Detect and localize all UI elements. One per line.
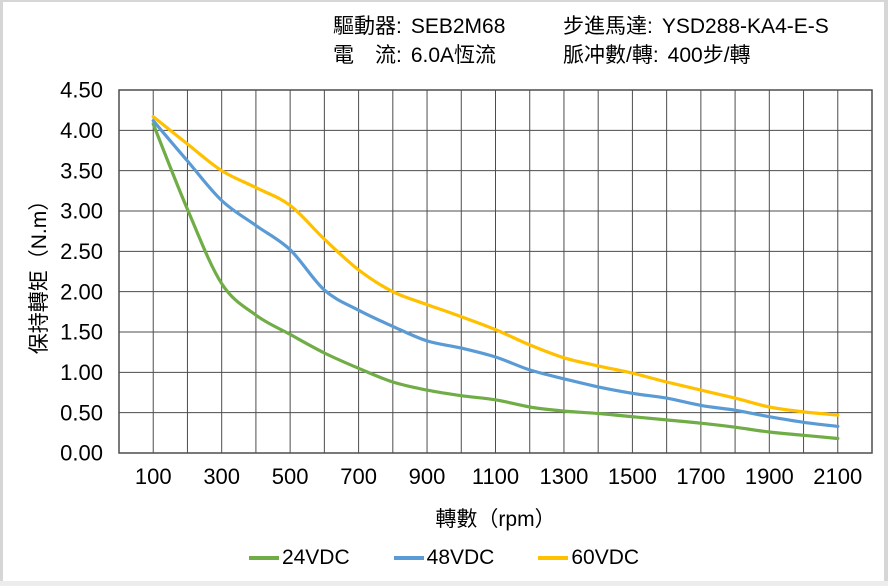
spec-column-motor: 步進馬達: YSD288-KA4-E-S 脈冲數/轉: 400步/轉	[563, 12, 829, 70]
pulses-label: 脈冲數/轉:	[563, 44, 659, 67]
legend-swatch-24vdc	[248, 556, 279, 560]
svg-text:4.00: 4.00	[60, 118, 103, 143]
svg-text:700: 700	[340, 464, 377, 489]
svg-text:1500: 1500	[608, 464, 657, 489]
svg-text:3.00: 3.00	[60, 199, 103, 224]
window-edge-right	[884, 0, 888, 586]
svg-text:1.00: 1.00	[60, 360, 103, 385]
legend-label-24vdc: 24VDC	[281, 546, 350, 569]
y-axis-title: 保持轉矩（N.m）	[28, 189, 51, 355]
window-edge-top	[0, 0, 888, 2]
legend-swatch-48vdc	[393, 556, 424, 560]
driver-label: 驅動器:	[333, 15, 402, 38]
svg-text:3.50: 3.50	[60, 158, 103, 183]
motor-value: YSD288-KA4-E-S	[661, 15, 829, 38]
legend-label-48vdc: 48VDC	[426, 546, 495, 569]
svg-text:1900: 1900	[745, 464, 794, 489]
legend-swatch-60vdc	[538, 556, 569, 560]
svg-text:1100: 1100	[472, 464, 519, 489]
current-value: 6.0A恆流	[410, 44, 497, 67]
svg-text:4.50: 4.50	[60, 78, 103, 103]
pulses-value: 400步/轉	[667, 44, 751, 67]
motor-row: 步進馬達: YSD288-KA4-E-S	[563, 12, 829, 41]
legend-item-60vdc: 60VDC	[538, 546, 639, 570]
svg-text:1.50: 1.50	[60, 320, 103, 345]
driver-value: SEB2M68	[410, 15, 506, 38]
current-label: 電 流:	[333, 44, 402, 67]
svg-text:2100: 2100	[813, 464, 862, 489]
current-row: 電 流: 6.0A恆流	[333, 41, 505, 70]
svg-text:2.50: 2.50	[60, 239, 103, 264]
spec-column-driver: 驅動器: SEB2M68 電 流: 6.0A恆流	[333, 12, 505, 70]
svg-text:0.00: 0.00	[60, 441, 103, 466]
window-edge-bottom	[0, 581, 888, 586]
legend-item-48vdc: 48VDC	[393, 546, 495, 570]
svg-text:300: 300	[203, 464, 240, 489]
svg-text:0.50: 0.50	[60, 400, 103, 425]
motor-label: 步進馬達:	[563, 15, 653, 38]
svg-text:500: 500	[272, 464, 309, 489]
legend-label-60vdc: 60VDC	[571, 546, 640, 569]
svg-text:2.00: 2.00	[60, 279, 103, 304]
window-edge-left	[0, 0, 3, 586]
pulses-row: 脈冲數/轉: 400步/轉	[563, 41, 829, 70]
svg-text:1300: 1300	[539, 464, 588, 489]
svg-text:900: 900	[409, 464, 446, 489]
svg-text:100: 100	[135, 464, 172, 489]
legend-item-24vdc: 24VDC	[248, 546, 350, 570]
x-axis-title: 轉數（rpm）	[435, 508, 556, 531]
driver-row: 驅動器: SEB2M68	[333, 12, 505, 41]
svg-text:1700: 1700	[676, 464, 725, 489]
legend: 24VDC 48VDC 60VDC	[0, 546, 888, 570]
